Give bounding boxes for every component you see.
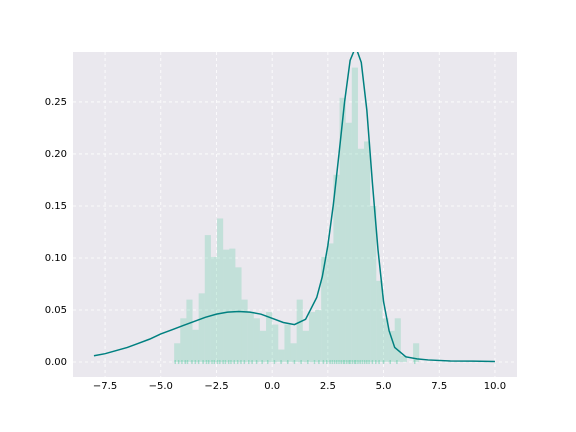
x-tick-label: 5.0 — [376, 381, 392, 392]
bar — [284, 324, 291, 363]
bar — [382, 318, 389, 363]
y-tick-label: 0.20 — [45, 149, 67, 160]
bar — [217, 218, 224, 363]
bar — [290, 343, 297, 363]
bar — [376, 280, 383, 363]
bar — [388, 330, 395, 363]
bar — [327, 243, 334, 363]
bar — [321, 256, 328, 363]
x-tick-label: 7.5 — [431, 381, 447, 392]
x-tick-label: −7.5 — [93, 381, 117, 392]
x-tick-label: 0.0 — [264, 381, 280, 392]
bar — [278, 349, 285, 363]
bar — [315, 310, 322, 363]
y-tick-label: 0.10 — [45, 253, 67, 264]
bar — [333, 174, 340, 363]
bar — [357, 148, 365, 363]
bar — [235, 267, 242, 363]
bar — [198, 293, 205, 363]
bar — [259, 330, 267, 363]
bar — [413, 343, 420, 363]
bar — [247, 312, 254, 363]
bar — [296, 299, 303, 363]
bar — [229, 248, 236, 363]
bar — [351, 67, 358, 363]
bar — [400, 355, 407, 363]
bar — [370, 205, 377, 363]
bar — [241, 299, 248, 363]
bar — [364, 141, 371, 363]
x-tick-label: −2.5 — [204, 381, 228, 392]
bar — [180, 318, 187, 363]
y-tick-label: 0.00 — [45, 357, 67, 368]
plot-area — [73, 52, 517, 377]
bar — [394, 318, 401, 363]
y-tick-label: 0.15 — [45, 201, 67, 212]
x-tick-label: 2.5 — [320, 381, 336, 392]
bar — [192, 329, 199, 363]
bar — [266, 312, 273, 363]
bar — [174, 343, 181, 363]
bar — [253, 318, 260, 363]
y-tick-label: 0.25 — [45, 97, 67, 108]
labels: −7.5 −5.0 −2.5 0.0 2.5 5.0 7.5 10.0 0.00 0.05 0.10… — [45, 97, 506, 392]
bar — [308, 312, 316, 363]
x-tick-label: −5.0 — [149, 381, 173, 392]
bar — [204, 235, 211, 363]
x-tick-label: 10.0 — [484, 381, 506, 392]
bar — [186, 299, 193, 363]
bar — [339, 97, 346, 363]
bar — [223, 249, 230, 363]
bar — [345, 122, 352, 363]
plot — [93, 52, 495, 365]
y-tick-label: 0.05 — [45, 305, 67, 316]
kde-line — [93, 52, 495, 363]
bar — [272, 324, 279, 363]
bar — [210, 256, 218, 363]
bar — [302, 330, 309, 363]
